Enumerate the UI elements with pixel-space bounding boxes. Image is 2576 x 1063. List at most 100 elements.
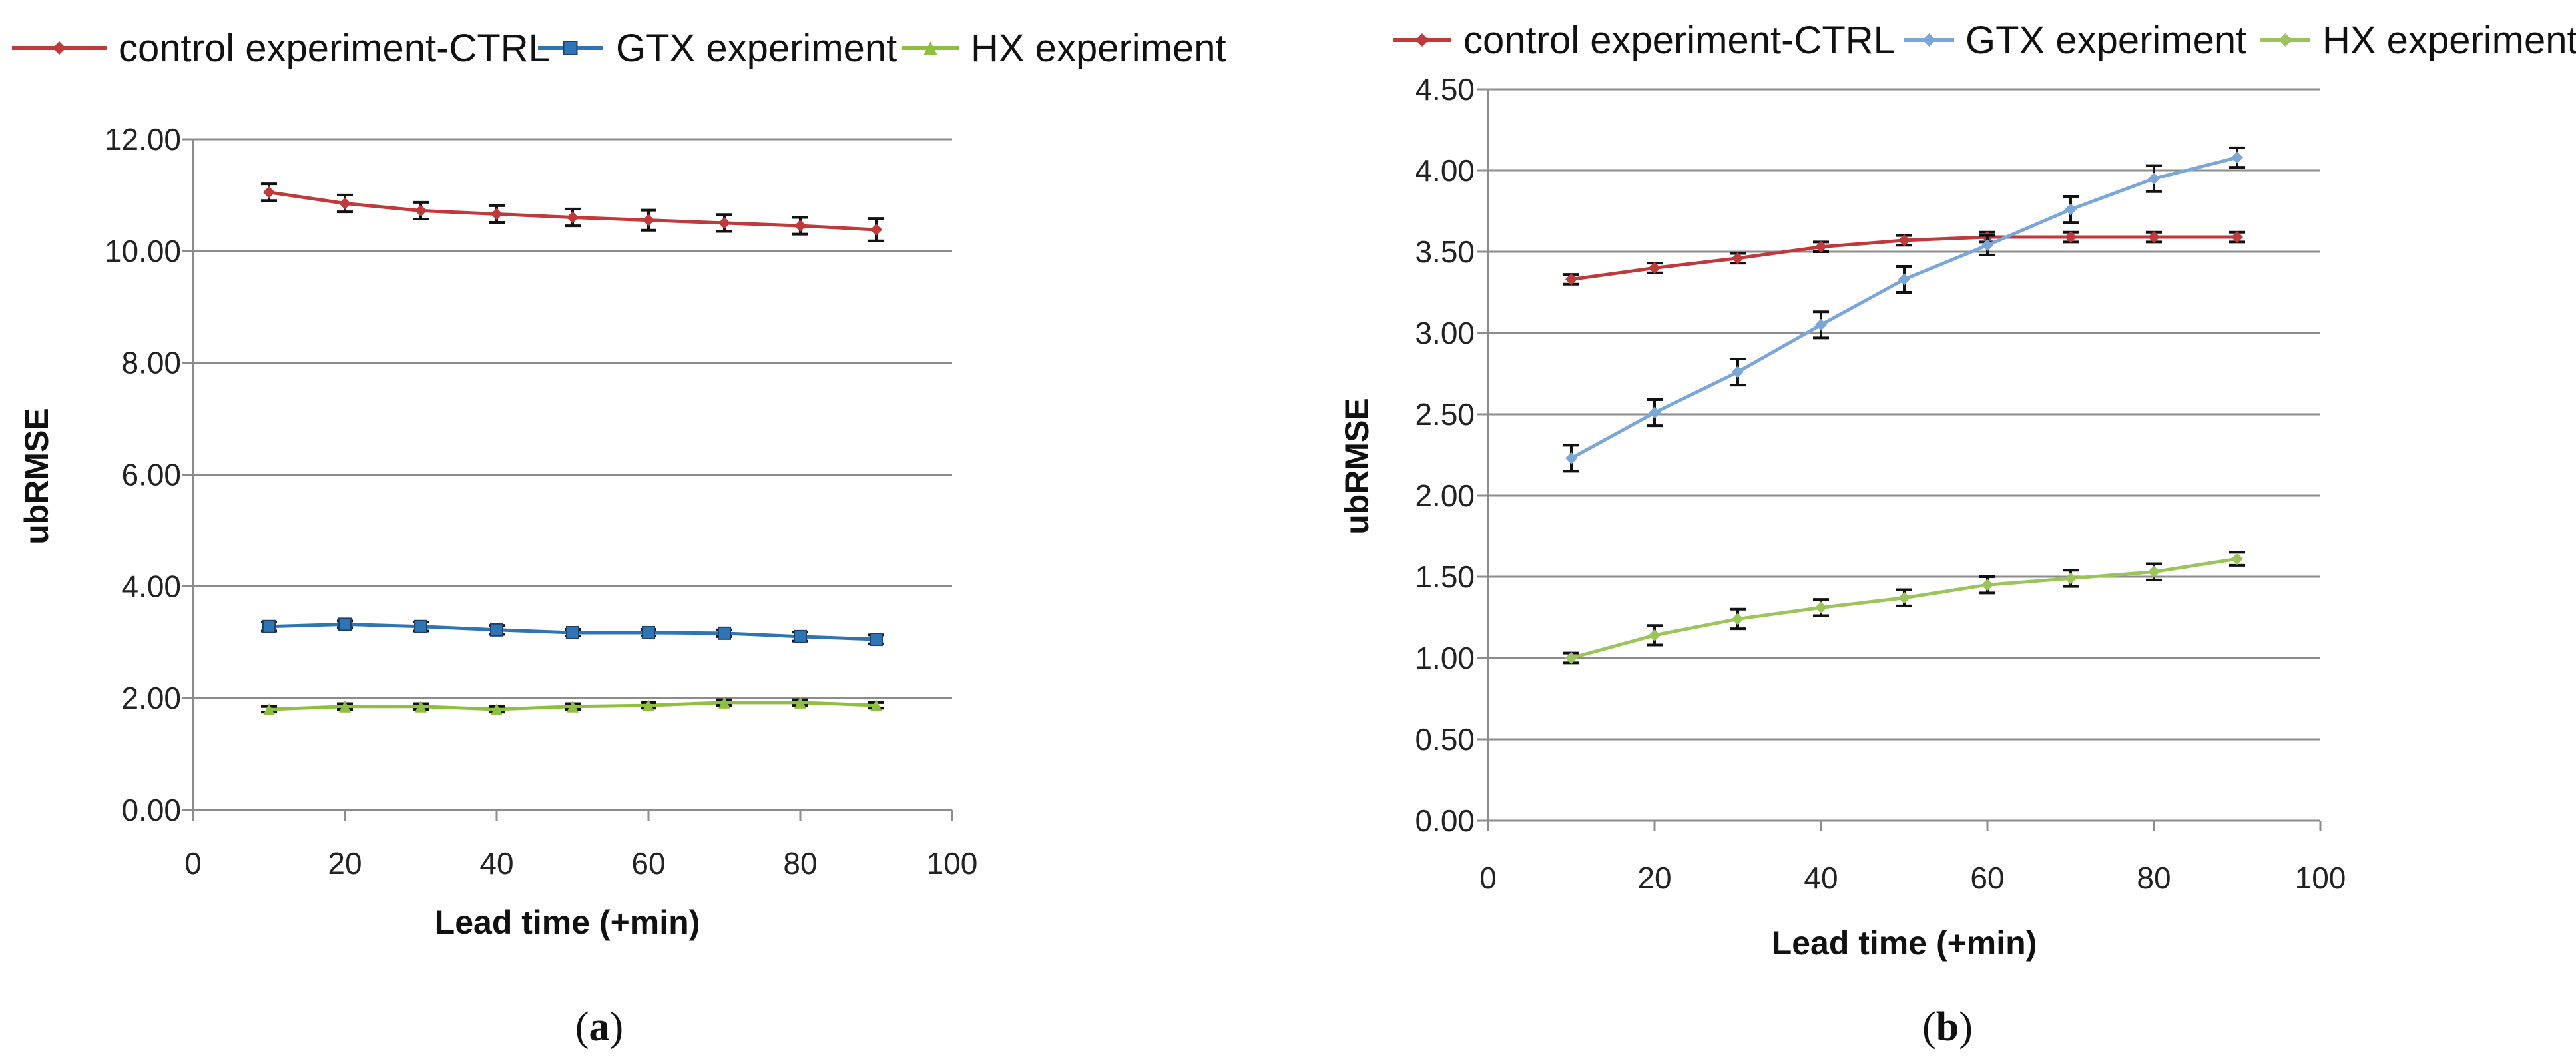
y-tick-labels-a: 0.00 2.00 4.00 6.00 8.00 10.00 12.00 bbox=[105, 122, 181, 827]
y-tick-label: 3.50 bbox=[1415, 234, 1475, 269]
data-point bbox=[2065, 231, 2077, 244]
x-tick-labels-a: 0 20 40 60 80 100 bbox=[184, 846, 977, 881]
y-tick-label: 2.00 bbox=[121, 681, 181, 715]
data-point bbox=[2065, 572, 2077, 585]
y-axis-title-b: ubRMSE bbox=[1338, 398, 1376, 535]
data-point bbox=[1565, 452, 1577, 464]
data-point bbox=[339, 197, 351, 210]
data-point bbox=[1981, 239, 1993, 252]
x-tick-label: 100 bbox=[2295, 861, 2346, 895]
data-point bbox=[1898, 591, 1910, 604]
data-point bbox=[567, 211, 579, 224]
data-point bbox=[491, 208, 503, 220]
data-point bbox=[415, 204, 427, 217]
gridlines-a bbox=[193, 138, 952, 699]
y-tick-label: 0.00 bbox=[1415, 803, 1475, 838]
y-tick-label: 4.50 bbox=[1415, 72, 1475, 107]
legend-a: control experiment-CTRL GTX experiment HX … bbox=[12, 27, 1226, 70]
x-axis-title-a: Lead time (+min) bbox=[435, 904, 700, 941]
data-point bbox=[567, 700, 579, 713]
data-point bbox=[794, 220, 806, 232]
x-tick-label: 20 bbox=[328, 846, 362, 881]
data-point bbox=[794, 629, 807, 643]
x-tick-label: 60 bbox=[631, 846, 665, 881]
data-point bbox=[923, 41, 937, 55]
data-point bbox=[2148, 231, 2160, 244]
x-tick-label: 100 bbox=[927, 846, 978, 881]
data-point bbox=[1815, 240, 1827, 253]
gridlines-b bbox=[1488, 88, 2320, 741]
y-tick-label: 6.00 bbox=[121, 458, 181, 492]
data-point bbox=[338, 617, 352, 631]
data-point bbox=[563, 41, 578, 55]
y-tick-label: 10.00 bbox=[105, 234, 181, 268]
x-tick-label: 20 bbox=[1637, 861, 1671, 895]
data-point bbox=[1922, 33, 1936, 47]
data-point bbox=[1732, 252, 1744, 264]
y-tick-label: 8.00 bbox=[121, 346, 181, 380]
data-point bbox=[339, 700, 351, 713]
chart-panel-a: control experiment-CTRL GTX experiment HX … bbox=[12, 27, 1226, 1050]
data-point bbox=[1416, 33, 1429, 47]
legend-label: GTX experiment bbox=[1965, 19, 2246, 62]
data-point bbox=[2231, 553, 2243, 565]
data-point bbox=[1565, 273, 1577, 286]
y-tick-labels-b: 0.00 0.50 1.00 1.50 2.00 2.50 3.00 3.50 4.00 4.50 bbox=[1415, 72, 1475, 838]
data-point bbox=[2231, 231, 2243, 244]
data-point bbox=[263, 703, 275, 715]
y-tick-label: 4.00 bbox=[1415, 153, 1475, 188]
y-tick-label: 4.00 bbox=[121, 569, 181, 603]
data-point bbox=[2231, 151, 2243, 164]
data-point bbox=[566, 625, 579, 639]
y-tick-label: 0.50 bbox=[1415, 722, 1475, 757]
data-point bbox=[870, 699, 882, 712]
data-point bbox=[263, 186, 275, 198]
data-point bbox=[1815, 601, 1827, 614]
data-point bbox=[1898, 234, 1910, 246]
data-point bbox=[262, 619, 276, 633]
data-point bbox=[643, 214, 654, 226]
panel-caption-b: (b) bbox=[1922, 1004, 1973, 1050]
y-tick-label: 1.00 bbox=[1415, 641, 1475, 675]
x-tick-label: 0 bbox=[1479, 861, 1497, 895]
data-point bbox=[1815, 318, 1827, 331]
data-point bbox=[1898, 273, 1910, 286]
x-tick-labels-b: 0 20 40 60 80 100 bbox=[1479, 861, 2346, 895]
x-tick-label: 80 bbox=[2137, 861, 2171, 895]
series-b bbox=[1563, 146, 2245, 665]
y-tick-label: 2.00 bbox=[1415, 478, 1475, 513]
data-point bbox=[718, 696, 730, 709]
data-point bbox=[643, 699, 654, 712]
panel-caption-a: (a) bbox=[575, 1004, 623, 1050]
data-point bbox=[1732, 613, 1744, 625]
chart-panel-b: control experiment-CTRL GTX experiment HX … bbox=[1338, 19, 2576, 1050]
data-point bbox=[642, 625, 655, 639]
y-tick-label: 12.00 bbox=[105, 122, 181, 157]
series-line bbox=[1570, 156, 2238, 460]
series-a bbox=[261, 182, 884, 715]
data-point bbox=[1565, 652, 1577, 664]
series-gtx-experiment bbox=[261, 617, 884, 647]
series-hx-experiment bbox=[1563, 551, 2245, 665]
data-point bbox=[1649, 262, 1661, 274]
data-point bbox=[1732, 366, 1744, 378]
data-point bbox=[491, 703, 503, 715]
x-tick-label: 0 bbox=[184, 846, 202, 881]
y-tick-label: 0.00 bbox=[121, 793, 181, 827]
data-point bbox=[870, 223, 882, 236]
data-point bbox=[414, 619, 427, 633]
y-tick-label: 2.50 bbox=[1415, 397, 1475, 432]
data-point bbox=[1981, 579, 1993, 591]
x-tick-label: 40 bbox=[1804, 861, 1838, 895]
series-line bbox=[1571, 557, 2238, 660]
data-point bbox=[718, 216, 730, 229]
data-point bbox=[1649, 629, 1661, 641]
data-point bbox=[1649, 406, 1661, 419]
legend-label: HX experiment bbox=[971, 27, 1226, 70]
legend-label: control experiment-CTRL bbox=[1463, 19, 1895, 62]
data-point bbox=[415, 700, 427, 713]
data-point bbox=[490, 623, 503, 637]
data-point bbox=[53, 41, 66, 55]
data-point bbox=[2065, 203, 2077, 216]
